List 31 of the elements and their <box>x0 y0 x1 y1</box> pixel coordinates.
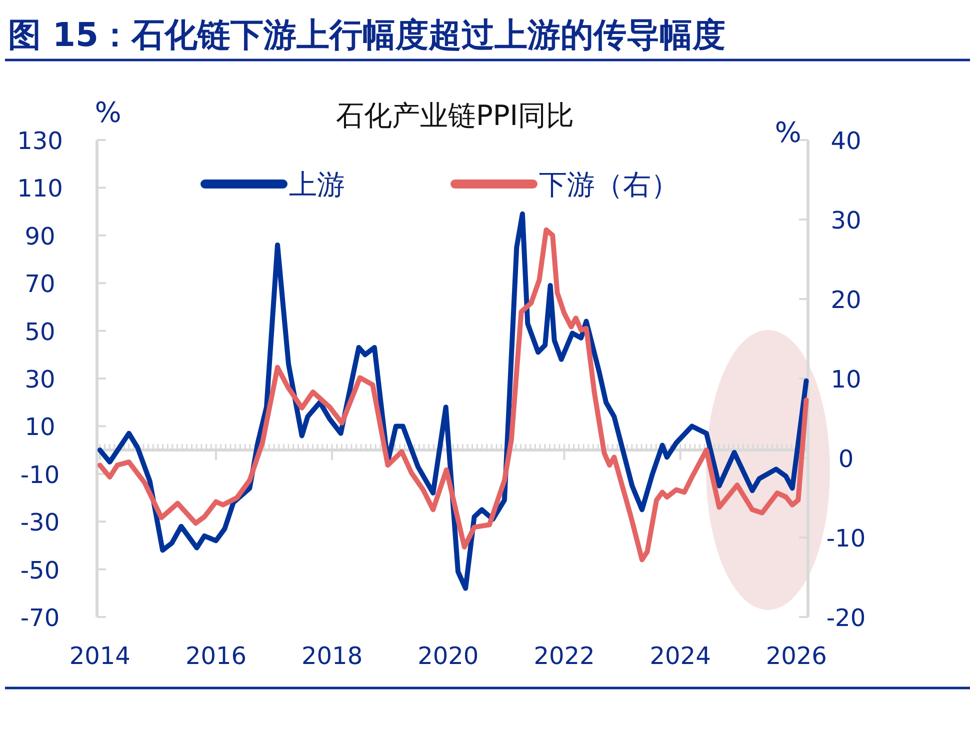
x-tick-label: 2024 <box>650 642 711 670</box>
y2-tick-label: 30 <box>830 206 862 234</box>
y2-tick-label: 0 <box>838 445 854 473</box>
y2-tick-label: -20 <box>826 604 866 632</box>
x-tick-label: 2022 <box>534 642 595 670</box>
x-tick-label: 2026 <box>766 642 827 670</box>
chart-title: 图 15：石化链下游上行幅度超过上游的传导幅度 <box>8 15 726 54</box>
y-tick-label: 70 <box>24 270 56 298</box>
x-tick-label: 2014 <box>69 642 130 670</box>
y-tick-label: 130 <box>17 127 63 155</box>
y2-tick-label: -10 <box>826 524 866 552</box>
x-tick-label: 2018 <box>302 642 363 670</box>
y2-tick-label: 40 <box>830 127 862 155</box>
y2-tick-label: 10 <box>830 366 862 394</box>
x-tick-label: 2020 <box>418 642 479 670</box>
legend-label: 上游 <box>289 168 345 201</box>
legend-label: 下游（右） <box>539 168 679 201</box>
y-tick-label: 30 <box>24 366 56 394</box>
y2-axis-title: % <box>774 116 802 149</box>
y-tick-label: 110 <box>17 174 63 203</box>
y-tick-label: 90 <box>24 222 56 250</box>
x-tick-label: 2016 <box>185 642 247 670</box>
y-tick-label: -30 <box>20 508 60 537</box>
y-tick-label: 10 <box>24 413 56 442</box>
y2-tick-label: 20 <box>830 286 862 314</box>
y-tick-label: 50 <box>24 318 56 346</box>
chart-subtitle: 石化产业链PPI同比 <box>336 99 574 132</box>
y-tick-label: -50 <box>20 556 60 584</box>
y-axis-title: % <box>94 96 122 129</box>
y-tick-label: -10 <box>20 460 60 489</box>
y-tick-label: -70 <box>20 604 60 632</box>
